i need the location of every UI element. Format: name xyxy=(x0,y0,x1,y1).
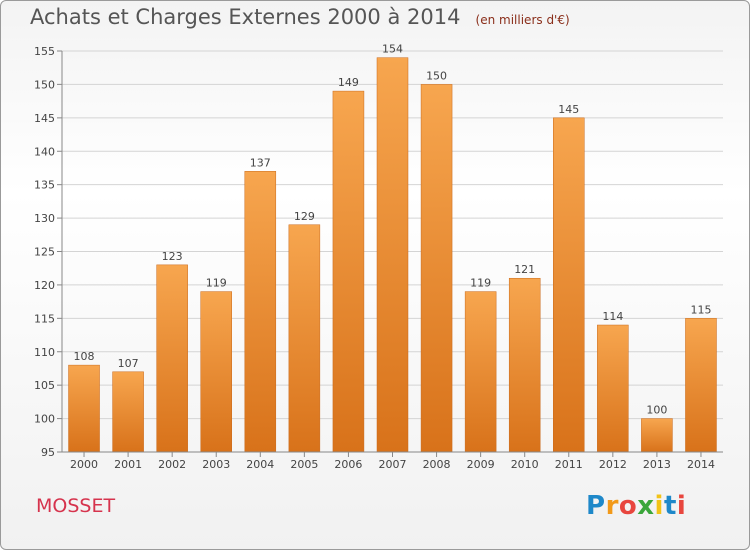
bar xyxy=(332,90,365,453)
x-tick-label: 2002 xyxy=(158,458,186,471)
bar-value-label: 123 xyxy=(162,250,183,263)
x-axis: 2000 2001 2002 2003 2004 2005 2006 2007 2008 2009… xyxy=(62,451,723,471)
logo-letter: x xyxy=(637,491,655,521)
bar-value-label: 100 xyxy=(646,404,667,417)
y-tick-label: 135 xyxy=(34,179,55,192)
bar-value-label: 115 xyxy=(690,303,711,316)
x-tick-label: 2005 xyxy=(290,458,318,471)
bar xyxy=(200,291,232,453)
y-tick-label: 125 xyxy=(34,246,55,259)
bars: 108 107 123 119 137 129 149 154 150 119 121 145 114 1… xyxy=(68,43,717,453)
x-tick-label: 2011 xyxy=(555,458,583,471)
chart-subtitle: (en milliers d'€) xyxy=(475,13,570,27)
y-tick-label: 110 xyxy=(34,346,55,359)
bar-value-label: 107 xyxy=(118,357,139,370)
x-tick-label: 2007 xyxy=(379,458,407,471)
logo-letter: r xyxy=(605,491,619,521)
x-tick-label: 2004 xyxy=(246,458,274,471)
bar xyxy=(553,117,585,453)
bar xyxy=(156,264,188,453)
logo-letter: P xyxy=(586,491,606,521)
x-tick-label: 2006 xyxy=(334,458,362,471)
bar xyxy=(112,371,144,453)
y-tick-label: 95 xyxy=(41,446,55,459)
y-axis: 95 100 105 110 115 120 125 130 135 140 145 150 155 xyxy=(34,45,63,459)
y-tick-label: 140 xyxy=(34,145,55,158)
logo-letter: o xyxy=(618,491,638,521)
bar xyxy=(244,171,277,453)
bar xyxy=(464,291,497,453)
bar-value-label: 119 xyxy=(470,277,491,290)
bar-value-label: 149 xyxy=(338,76,359,89)
bar-value-label: 137 xyxy=(250,156,271,169)
chart-title: Achats et Charges Externes 2000 à 2014 xyxy=(30,5,461,29)
bar-value-label: 108 xyxy=(74,350,95,363)
logo-letter: i xyxy=(676,491,687,521)
proxiti-logo[interactable]: Proxiti xyxy=(586,491,686,521)
bar-value-label: 114 xyxy=(602,310,623,323)
bar-value-label: 121 xyxy=(514,263,535,276)
bar xyxy=(685,318,717,453)
bar xyxy=(641,418,673,453)
bar xyxy=(597,324,629,453)
y-tick-label: 115 xyxy=(34,312,55,325)
title-row: Achats et Charges Externes 2000 à 2014 (… xyxy=(30,5,570,29)
bar xyxy=(420,84,453,453)
x-tick-label: 2014 xyxy=(687,458,715,471)
x-tick-label: 2003 xyxy=(202,458,230,471)
bar-value-label: 154 xyxy=(382,43,403,56)
y-tick-label: 130 xyxy=(34,212,55,225)
bar-value-label: 129 xyxy=(294,210,315,223)
logo-letter: i xyxy=(654,491,664,521)
y-tick-label: 105 xyxy=(34,379,55,392)
bar xyxy=(376,57,409,453)
y-tick-label: 120 xyxy=(34,279,55,292)
bar xyxy=(508,277,541,453)
x-tick-label: 2013 xyxy=(643,458,671,471)
bar-value-label: 150 xyxy=(426,69,447,82)
x-tick-label: 2000 xyxy=(70,458,98,471)
x-tick-label: 2001 xyxy=(114,458,142,471)
y-tick-label: 145 xyxy=(34,112,55,125)
x-tick-label: 2010 xyxy=(511,458,539,471)
x-tick-label: 2008 xyxy=(423,458,451,471)
bar-value-label: 119 xyxy=(206,277,227,290)
logo-letter: t xyxy=(663,491,677,521)
x-tick-label: 2012 xyxy=(599,458,627,471)
bar xyxy=(288,224,321,453)
bar-value-label: 145 xyxy=(558,103,579,116)
x-tick-label: 2009 xyxy=(467,458,495,471)
y-tick-label: 155 xyxy=(34,45,55,58)
bar xyxy=(68,364,100,453)
y-tick-label: 100 xyxy=(34,413,55,426)
commune-name: MOSSET xyxy=(36,495,116,517)
y-tick-label: 150 xyxy=(34,78,55,91)
